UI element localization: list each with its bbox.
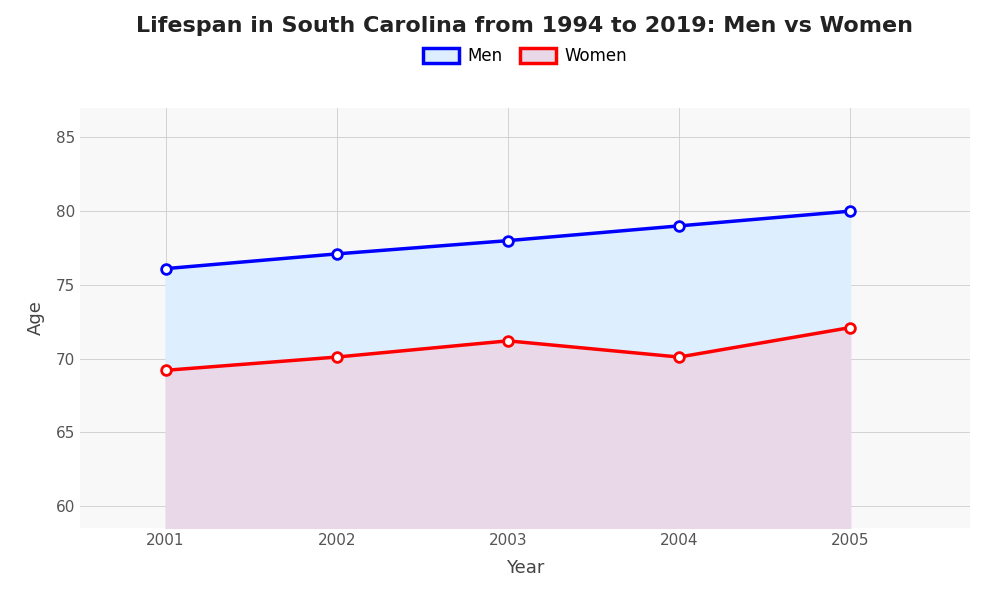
Legend: Men, Women: Men, Women <box>416 41 634 72</box>
Y-axis label: Age: Age <box>27 301 45 335</box>
Title: Lifespan in South Carolina from 1994 to 2019: Men vs Women: Lifespan in South Carolina from 1994 to … <box>136 16 914 35</box>
X-axis label: Year: Year <box>506 559 544 577</box>
